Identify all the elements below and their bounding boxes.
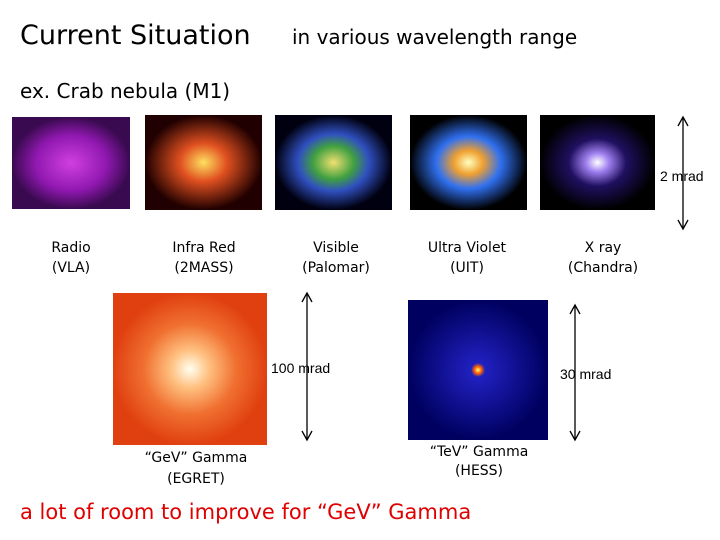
subtitle: in various wavelength range bbox=[292, 25, 577, 49]
title: Current Situation bbox=[20, 20, 251, 51]
instrument: (UIT) bbox=[450, 260, 484, 276]
scale-label: 2 mrad bbox=[660, 168, 704, 184]
visible-image bbox=[275, 115, 392, 210]
ir-image bbox=[145, 115, 262, 210]
instrument: (VLA) bbox=[52, 260, 90, 276]
instrument: (Palomar) bbox=[302, 260, 370, 276]
footer: a lot of room to improve for “GeV” Gamma bbox=[20, 500, 471, 524]
radio-image bbox=[12, 117, 130, 209]
label: X ray bbox=[585, 240, 622, 256]
instrument: (HESS) bbox=[455, 463, 503, 479]
label: Infra Red bbox=[172, 240, 235, 256]
label: Ultra Violet bbox=[428, 240, 507, 256]
egret-image bbox=[113, 293, 267, 445]
hess-image bbox=[408, 300, 548, 440]
label: Visible bbox=[313, 240, 359, 256]
xray-image bbox=[540, 115, 655, 210]
label: “TeV” Gamma bbox=[430, 444, 529, 460]
egret-scale-arrow bbox=[301, 291, 313, 442]
scale-label: 30 mrad bbox=[560, 366, 611, 382]
top-labels: Radio (VLA) Infra Red (2MASS) Visible (P… bbox=[51, 240, 638, 276]
scale-label: 100 mrad bbox=[271, 360, 330, 376]
hess-scale-arrow bbox=[569, 303, 581, 442]
uv-image bbox=[410, 115, 527, 210]
instrument: (2MASS) bbox=[174, 260, 233, 276]
instrument: (EGRET) bbox=[167, 471, 225, 487]
top-scale-arrow bbox=[677, 115, 689, 231]
instrument: (Chandra) bbox=[568, 260, 638, 276]
example: ex. Crab nebula (M1) bbox=[20, 79, 230, 103]
label: “GeV” Gamma bbox=[145, 450, 248, 466]
label: Radio bbox=[51, 240, 90, 256]
